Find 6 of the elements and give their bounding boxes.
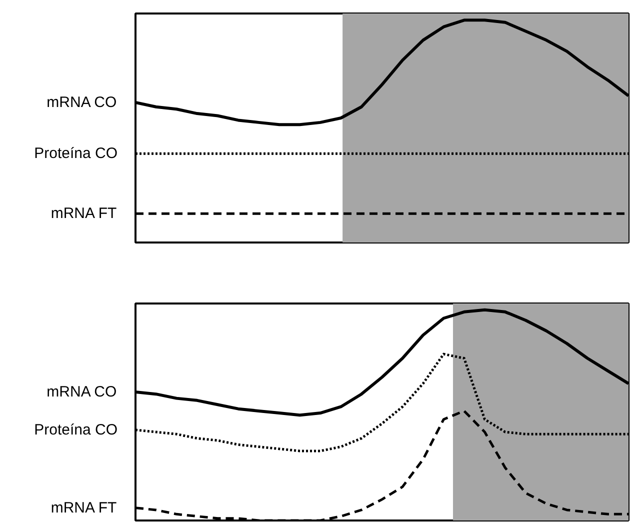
series-label: mRNA CO	[46, 383, 117, 400]
series-label: Proteína CO	[34, 145, 118, 162]
series-label: mRNA FT	[50, 499, 117, 516]
series-label: Proteína CO	[34, 421, 118, 438]
series-label: mRNA CO	[46, 94, 117, 111]
series-label: mRNA FT	[50, 205, 117, 222]
